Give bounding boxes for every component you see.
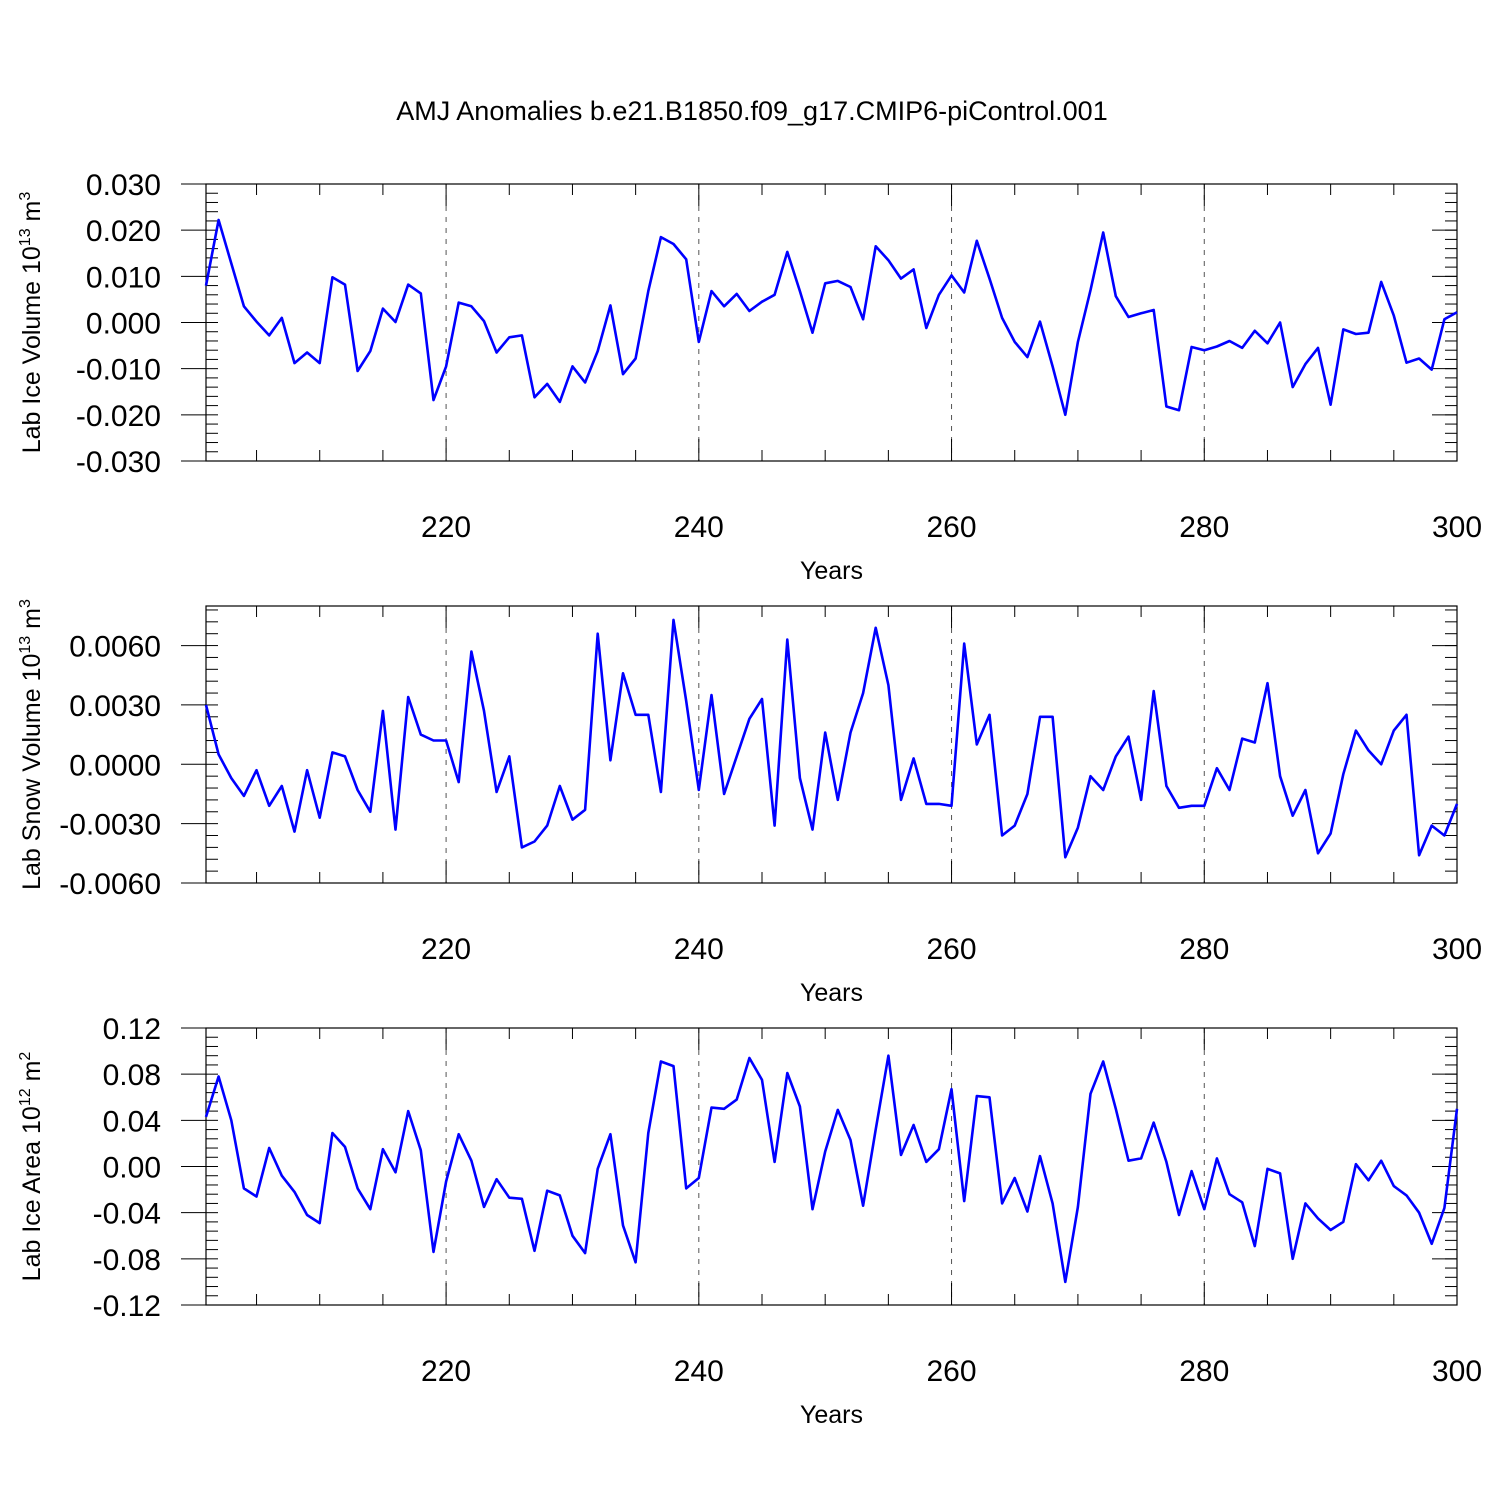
snow-volume-xtick-label: 300 xyxy=(1432,933,1482,966)
snow-volume-xtick-label: 280 xyxy=(1179,933,1229,966)
ice-volume-ytick-label: 0.010 xyxy=(86,261,161,294)
ice-volume-xtick-label: 260 xyxy=(927,511,977,544)
ice-volume-ylabel-unit-exponent: 3 xyxy=(17,192,34,201)
ice-area-ytick-label: -0.04 xyxy=(93,1198,161,1231)
snow-volume-ytick-label: 0.0000 xyxy=(69,749,161,782)
ice-volume-panel: -0.030 -0.020 -0.010 0.000 0.010 0.020 0.030 22… xyxy=(17,169,1482,585)
ice-volume-ylabel-main: Lab Ice Volume 10 xyxy=(18,246,46,453)
ice-area-xlabel: Years xyxy=(800,1401,863,1429)
ice-area-xtick-label: 300 xyxy=(1432,1355,1482,1388)
ice-volume-ylabel: Lab Ice Volume 1013 m3 xyxy=(17,192,46,454)
snow-volume-ylabel-main: Lab Snow Volume 10 xyxy=(18,654,46,890)
snow-volume-xtick-label: 220 xyxy=(421,933,471,966)
ice-volume-ytick-label: 0.030 xyxy=(86,169,161,202)
ice-volume-series-line xyxy=(204,218,1458,417)
ice-area-xtick-label: 260 xyxy=(927,1355,977,1388)
snow-volume-plot-frame xyxy=(205,605,1458,884)
ice-area-ylabel: Lab Ice Area 1012 m2 xyxy=(17,1052,46,1282)
snow-volume-ytick-label: 0.0030 xyxy=(69,690,161,723)
ice-area-ytick-label: -0.08 xyxy=(93,1244,161,1277)
ice-area-ylabel-unit: m xyxy=(18,1061,46,1089)
ice-area-ytick-label: 0.00 xyxy=(103,1152,161,1185)
ice-area-ytick-label: -0.12 xyxy=(93,1290,161,1323)
ice-area-plot-frame xyxy=(205,1027,1458,1306)
ice-volume-ylabel-unit: m xyxy=(18,201,46,229)
snow-volume-panel: -0.0060 -0.0030 0.0000 0.0030 0.0060 220 240 26… xyxy=(17,599,1482,1007)
snow-volume-ytick-label: 0.0060 xyxy=(69,631,161,664)
ice-volume-ytick-label: 0.020 xyxy=(86,215,161,248)
ice-volume-xtick-label: 300 xyxy=(1432,511,1482,544)
snow-volume-xtick-label: 240 xyxy=(674,933,724,966)
ice-volume-ylabel-exponent: 13 xyxy=(17,228,34,246)
ice-area-ytick-label: 0.12 xyxy=(103,1013,161,1046)
snow-volume-ytick-label: -0.0060 xyxy=(59,868,161,901)
ice-volume-xtick-label: 240 xyxy=(674,511,724,544)
ice-area-xtick-label: 240 xyxy=(674,1355,724,1388)
ice-area-series-line xyxy=(204,1054,1459,1284)
ice-volume-ytick-label: 0.000 xyxy=(86,308,161,341)
ice-volume-ytick-label: -0.010 xyxy=(76,354,161,387)
snow-volume-ylabel-exponent: 13 xyxy=(17,636,34,654)
ice-area-xtick-label: 280 xyxy=(1179,1355,1229,1388)
figure-title: AMJ Anomalies b.e21.B1850.f09_g17.CMIP6-… xyxy=(396,96,1107,126)
ice-volume-xtick-label: 220 xyxy=(421,511,471,544)
snow-volume-series-line xyxy=(204,618,1459,859)
snow-volume-xlabel: Years xyxy=(800,979,863,1007)
ice-area-ylabel-exponent: 12 xyxy=(17,1088,34,1106)
ice-area-ytick-label: 0.04 xyxy=(103,1105,161,1138)
ice-area-panel: -0.12 -0.08 -0.04 0.00 0.04 0.08 0.12 220 240 260… xyxy=(17,1013,1482,1429)
ice-volume-ytick-label: -0.030 xyxy=(76,446,161,479)
ice-volume-xlabel: Years xyxy=(800,557,863,585)
ice-volume-xtick-label: 280 xyxy=(1179,511,1229,544)
ice-area-ylabel-main: Lab Ice Area 10 xyxy=(18,1106,46,1281)
ice-volume-ytick-label: -0.020 xyxy=(76,400,161,433)
snow-volume-ytick-label: -0.0030 xyxy=(59,809,161,842)
snow-volume-ylabel-unit-exponent: 3 xyxy=(17,599,34,608)
ice-area-xtick-label: 220 xyxy=(421,1355,471,1388)
snow-volume-xtick-label: 260 xyxy=(927,933,977,966)
ice-volume-plot-frame xyxy=(205,183,1458,462)
ice-area-ytick-label: 0.08 xyxy=(103,1059,161,1092)
snow-volume-ylabel: Lab Snow Volume 1013 m3 xyxy=(17,599,46,890)
snow-volume-ylabel-unit: m xyxy=(18,608,46,636)
ice-area-ylabel-unit-exponent: 2 xyxy=(17,1052,34,1061)
